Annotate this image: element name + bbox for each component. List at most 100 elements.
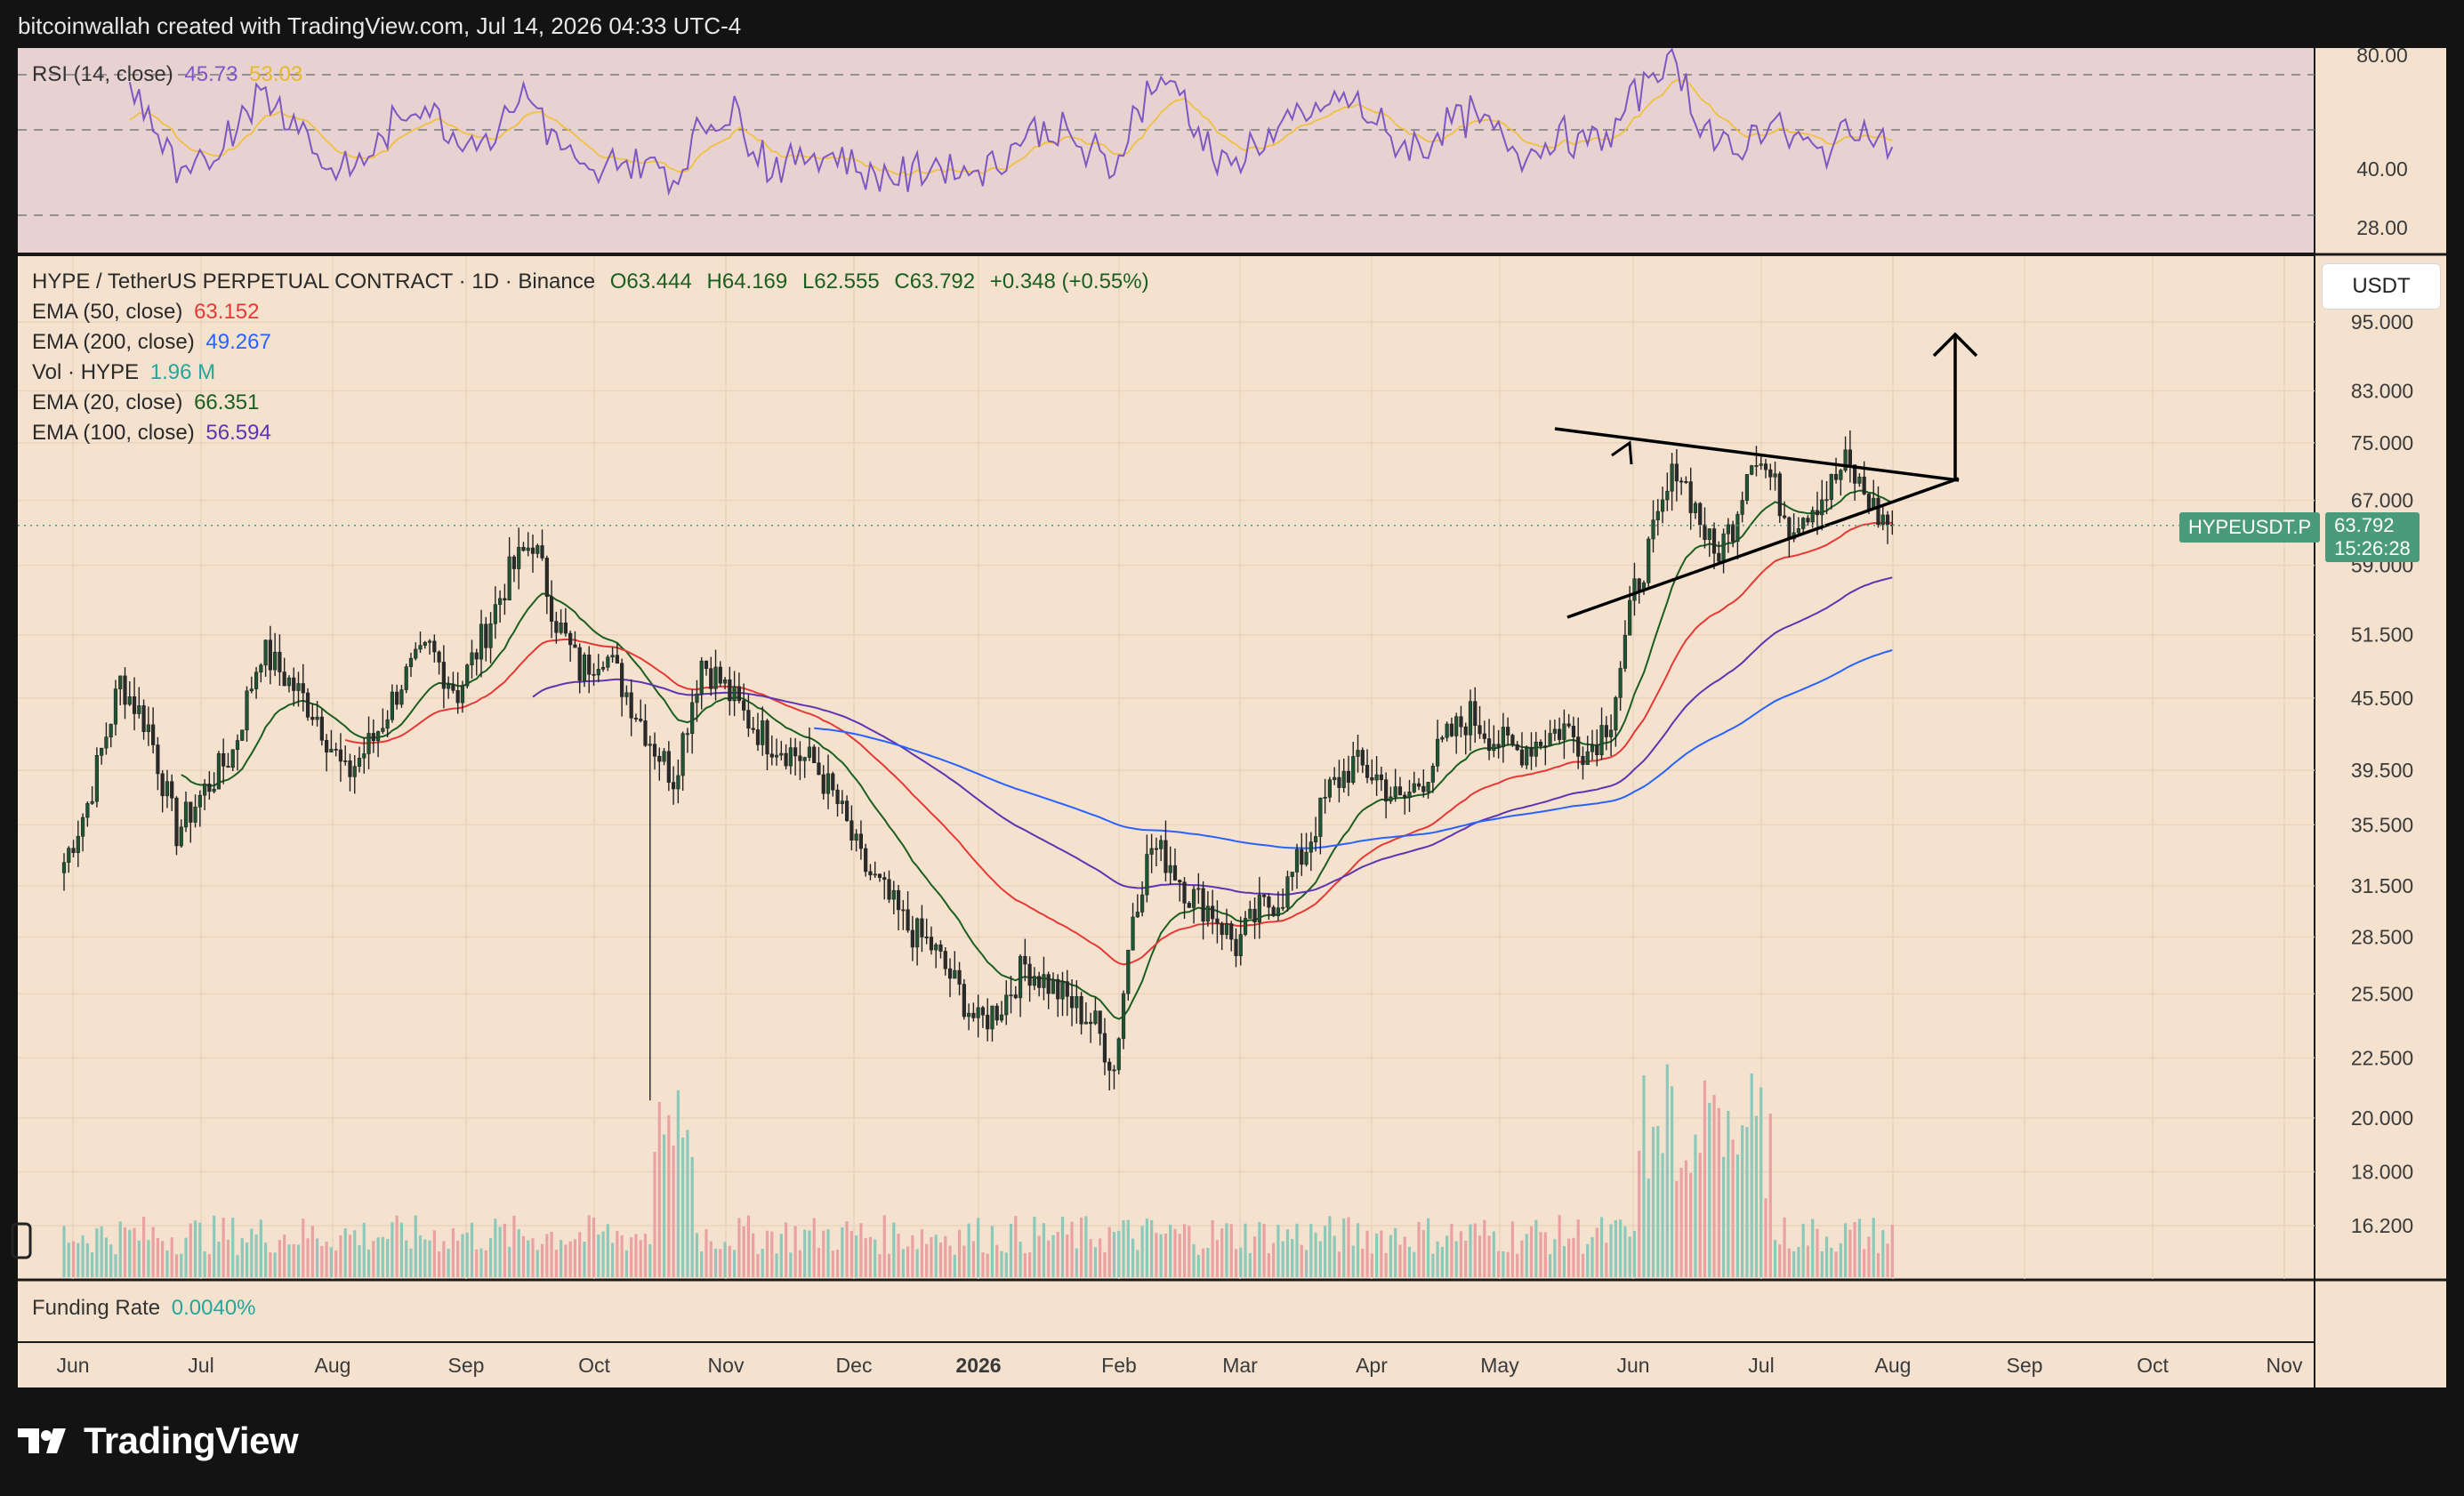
candle xyxy=(1191,885,1196,924)
volume-bar xyxy=(746,1215,751,1277)
candle xyxy=(1750,464,1754,476)
candle xyxy=(1069,979,1075,1026)
candle xyxy=(408,652,414,677)
candle xyxy=(582,652,587,688)
volume-bar xyxy=(1192,1243,1196,1277)
candle xyxy=(203,778,207,810)
volume-bar xyxy=(1867,1236,1871,1277)
volume-bar xyxy=(1717,1107,1720,1277)
volume-bar xyxy=(1196,1254,1200,1277)
volume-bar xyxy=(1478,1235,1482,1277)
volume-bar xyxy=(1014,1216,1018,1277)
pencil-icon[interactable] xyxy=(11,1222,32,1259)
candle xyxy=(1459,705,1463,738)
volume-bar xyxy=(1712,1095,1716,1277)
volume-bar xyxy=(423,1239,427,1277)
candle xyxy=(1759,456,1763,471)
price-pane xyxy=(18,256,2315,1279)
time-axis-label: Oct xyxy=(578,1354,610,1377)
triangle-drawing[interactable] xyxy=(1554,332,1978,619)
candle xyxy=(1426,782,1430,800)
volume-bar xyxy=(770,1231,774,1277)
candle xyxy=(971,1002,976,1022)
volume-bar xyxy=(207,1254,211,1277)
currency-unit-button[interactable]: USDT xyxy=(2322,263,2441,310)
volume-bar xyxy=(1614,1219,1617,1277)
candle xyxy=(315,701,319,727)
candle xyxy=(1609,714,1614,757)
candle xyxy=(1393,768,1397,802)
price-axis-label: 25.500 xyxy=(2351,982,2413,1005)
volume-bar xyxy=(1632,1231,1637,1277)
candle xyxy=(1693,501,1698,519)
time-axis-label: Dec xyxy=(836,1354,873,1377)
volume-bar xyxy=(1075,1248,1078,1277)
volume-bar xyxy=(1361,1248,1365,1277)
candle xyxy=(1304,832,1308,867)
rsi-lines xyxy=(128,47,1894,197)
volume-bar xyxy=(1708,1102,1711,1277)
candle xyxy=(1229,921,1234,952)
volume-bar xyxy=(1543,1232,1547,1277)
volume-bar xyxy=(1328,1216,1332,1277)
candle xyxy=(765,719,769,771)
volume-bar xyxy=(1112,1232,1116,1277)
candle xyxy=(807,727,812,761)
volume-bar xyxy=(1023,1252,1027,1277)
candle xyxy=(470,639,474,679)
candle xyxy=(1595,729,1599,767)
funding-legend[interactable]: Funding Rate 0.0040% xyxy=(32,1296,256,1321)
candle xyxy=(113,680,118,736)
candle xyxy=(1501,712,1505,763)
candle xyxy=(385,710,390,738)
indicator-ema100[interactable]: EMA (100, close) 56.594 xyxy=(32,418,1149,448)
time-axis-label: Aug xyxy=(1875,1354,1912,1377)
volume-bar xyxy=(1202,1248,1205,1277)
volume-bar xyxy=(1590,1236,1594,1277)
volume-bar xyxy=(1886,1243,1889,1277)
main-legend[interactable]: HYPE / TetherUS PERPETUAL CONTRACT · 1D … xyxy=(32,267,1149,448)
volume-bar xyxy=(1609,1224,1613,1277)
candle xyxy=(1004,980,1009,1025)
volume-bar xyxy=(1155,1233,1158,1277)
candle xyxy=(1796,517,1800,537)
footer: TradingView xyxy=(0,1387,2464,1496)
volume-bar xyxy=(971,1241,975,1277)
rsi-legend[interactable]: RSI (14, close) 45.73 53.03 xyxy=(32,62,302,87)
candle xyxy=(286,675,292,693)
candle xyxy=(1445,721,1449,742)
candle xyxy=(1327,776,1332,802)
volume-bar xyxy=(1768,1114,1772,1277)
candle xyxy=(1121,990,1126,1050)
indicator-value: 1.96 M xyxy=(149,360,216,384)
rsi-line xyxy=(128,47,1894,197)
volume-bar xyxy=(737,1218,741,1277)
volume-bar xyxy=(1567,1238,1571,1277)
indicator-ema50[interactable]: EMA (50, close) 63.152 xyxy=(32,297,1149,327)
candle xyxy=(1224,908,1229,939)
candle xyxy=(600,661,606,672)
indicator-ema20[interactable]: EMA (20, close) 66.351 xyxy=(32,388,1149,418)
volume-bar xyxy=(1671,1086,1674,1277)
volume-bar xyxy=(752,1233,755,1277)
volume-bar xyxy=(620,1235,624,1277)
candle xyxy=(704,660,709,676)
volume-bar xyxy=(1792,1251,1796,1277)
volume-bar xyxy=(1252,1236,1257,1277)
volume-bar xyxy=(1173,1228,1177,1277)
indicator-ema200[interactable]: EMA (200, close) 49.267 xyxy=(32,327,1149,358)
candle xyxy=(957,961,962,996)
volume-bar xyxy=(859,1223,863,1277)
candle xyxy=(1801,517,1806,534)
brand[interactable]: TradingView xyxy=(18,1420,299,1462)
volume-bar xyxy=(597,1234,600,1277)
candle xyxy=(652,732,657,770)
price-axis-label: 35.500 xyxy=(2351,813,2413,836)
candle xyxy=(189,801,193,843)
candle xyxy=(821,765,825,800)
candle xyxy=(423,640,427,649)
indicator-volume[interactable]: Vol · HYPE 1.96 M xyxy=(32,358,1149,388)
volume-bar xyxy=(1824,1236,1829,1277)
candlesticks[interactable] xyxy=(61,430,1895,1101)
